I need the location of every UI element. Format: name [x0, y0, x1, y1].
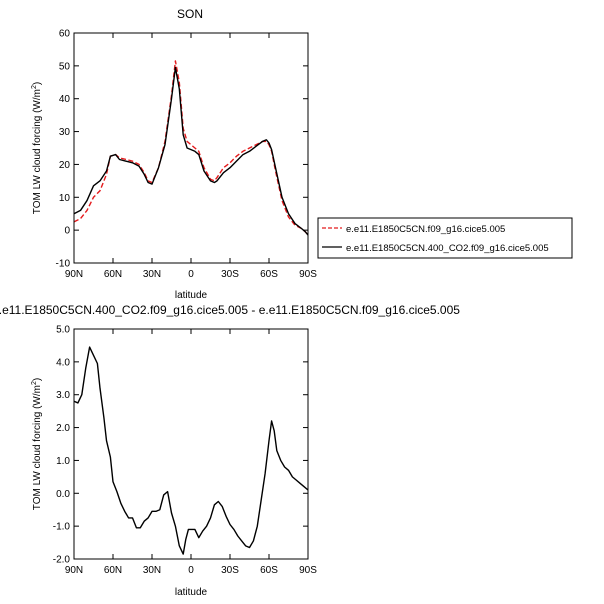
bottom-x-axis-label: latitude: [175, 587, 208, 598]
bottom-y-axis-label: TOM LW cloud forcing (W/m2): [31, 378, 43, 510]
legend-entry-2: e.e11.E1850C5CN.400_CO2.f09_g16.cice5.00…: [346, 243, 549, 254]
top-x-axis-label: latitude: [175, 290, 208, 301]
x-tick-label: 90S: [299, 565, 317, 576]
y-tick-label: -1.0: [53, 522, 71, 533]
chart-1-series-line-1: [73, 60, 309, 236]
x-tick-label: 30S: [221, 565, 239, 576]
y-tick-label: 20: [59, 160, 71, 171]
x-tick-label: 90N: [65, 565, 83, 576]
bottom-series-group: [73, 346, 309, 555]
y-tick-label: 4.0: [56, 357, 70, 368]
y-tick-label: 5.0: [56, 325, 70, 336]
bottom-title: e.e11.E1850C5CN.400_CO2.f09_g16.cice5.00…: [0, 303, 460, 317]
y-tick-label: -2.0: [53, 555, 71, 566]
y-tick-label: 40: [59, 94, 71, 105]
bottom-y-label-main: TOM LW cloud forcing (W/m: [32, 385, 43, 510]
x-tick-label: 30N: [143, 565, 161, 576]
bottom-y-label-end: ): [32, 378, 43, 381]
top-y-axis: -10 0 10 20 30 40 50 60: [56, 29, 308, 270]
top-y-label-main: TOM LW cloud forcing (W/m: [32, 89, 43, 214]
x-tick-label: 60S: [260, 269, 278, 280]
bottom-y-axis: -2.0 -1.0 0.0 1.0 2.0 3.0 4.0 5.0: [53, 325, 308, 566]
x-tick-label: 30S: [221, 269, 239, 280]
top-y-axis-label: TOM LW cloud forcing (W/m2): [31, 82, 43, 214]
bottom-x-axis: 90N 60N 30N 0 30S 60S 90S: [65, 329, 317, 576]
top-y-label-end: ): [32, 82, 43, 85]
x-tick-label: 90N: [65, 269, 83, 280]
legend-box: [317, 217, 573, 259]
top-plot-frame: [73, 32, 309, 264]
bottom-plot-frame: [73, 328, 309, 560]
top-series-group: [73, 60, 309, 236]
x-tick-label: 60N: [104, 269, 122, 280]
y-tick-label: 1.0: [56, 456, 70, 467]
legend: e.e11.E1850C5CN.f09_g16.cice5.005 e.e11.…: [317, 217, 573, 259]
bottom-panel: e.e11.E1850C5CN.400_CO2.f09_g16.cice5.00…: [0, 303, 460, 598]
y-tick-label: -10: [56, 259, 71, 270]
x-tick-label: 60N: [104, 565, 122, 576]
x-tick-label: 0: [188, 269, 194, 280]
top-y-label-sup: 2: [31, 85, 38, 89]
y-tick-label: 0.0: [56, 489, 70, 500]
chart-1-series-line-2: [73, 66, 309, 236]
x-tick-label: 90S: [299, 269, 317, 280]
x-tick-label: 0: [188, 565, 194, 576]
y-tick-label: 50: [59, 61, 71, 72]
y-tick-label: 10: [59, 193, 71, 204]
legend-entry-1: e.e11.E1850C5CN.f09_g16.cice5.005: [346, 224, 505, 235]
y-tick-label: 2.0: [56, 423, 70, 434]
y-tick-label: 60: [59, 29, 71, 40]
y-tick-label: 3.0: [56, 390, 70, 401]
bottom-y-label-sup: 2: [31, 381, 38, 385]
y-tick-label: 0: [64, 226, 70, 237]
top-panel: SON -10 0 10 20 30 40 50 60 90N 60N 30N 0 30S 60S 90S…: [31, 7, 317, 301]
x-tick-label: 60S: [260, 565, 278, 576]
y-tick-label: 30: [59, 127, 71, 138]
chart-2-series-line-1: [73, 346, 309, 555]
top-x-axis: 90N 60N 30N 0 30S 60S 90S: [65, 33, 317, 280]
x-tick-label: 30N: [143, 269, 161, 280]
top-title: SON: [177, 7, 203, 21]
